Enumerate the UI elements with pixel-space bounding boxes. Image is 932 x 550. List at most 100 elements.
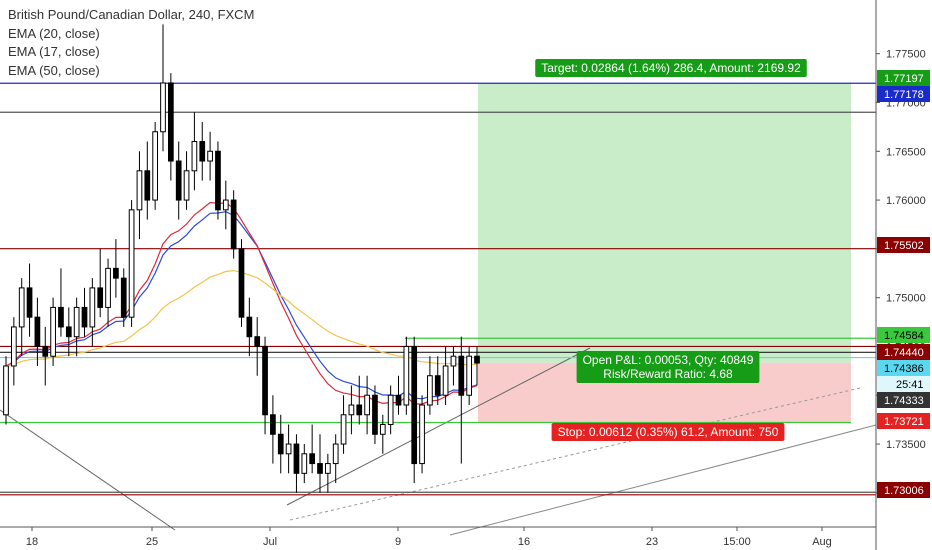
- candle-body: [207, 150, 213, 162]
- candle-body: [340, 414, 347, 445]
- risk-reward-text: Risk/Reward Ratio: 4.68: [603, 367, 733, 381]
- candle-body: [466, 355, 473, 396]
- candle-body: [356, 404, 363, 416]
- candle-body: [3, 365, 9, 416]
- candle-body: [254, 336, 261, 347]
- candle-body: [427, 375, 433, 406]
- candle-body: [199, 141, 206, 162]
- stop-label-text: Stop: 0.00612 (0.35%) 61.2, Amount: 750: [558, 425, 779, 439]
- candle-body: [65, 326, 72, 338]
- stop-label: Stop: 0.00612 (0.35%) 61.2, Amount: 750: [551, 423, 785, 441]
- price-label-bg: [877, 327, 930, 343]
- x-tick-label: 18: [26, 536, 38, 548]
- price-label: 1.74386: [884, 363, 924, 375]
- target-label-text: Target: 0.02864 (1.64%) 286.4, Amount: 2…: [541, 61, 801, 75]
- candle-body: [222, 199, 229, 211]
- countdown-bg: [877, 376, 930, 392]
- candle-body: [450, 355, 457, 367]
- indicator-ema17[interactable]: EMA (17, close): [8, 44, 100, 59]
- candle-body: [128, 209, 135, 318]
- price-label: 1.74584: [884, 330, 924, 342]
- price-label-bg: [877, 70, 930, 86]
- indicator-ema50[interactable]: EMA (50, close): [8, 62, 100, 78]
- candle-body: [144, 170, 151, 201]
- candle-body: [419, 404, 425, 465]
- y-tick-label: 1.73500: [886, 439, 926, 451]
- candle-body: [120, 277, 127, 318]
- trend-line-down: [0, 409, 176, 531]
- pnl-label: Open P&L: 0.00053, Qty: 40849 Risk/Rewar…: [576, 351, 760, 383]
- price-label-bg: [877, 344, 930, 360]
- price-label-bg: [877, 360, 930, 376]
- chart-legend: British Pound/Canadian Dollar, 240, FXCM…: [8, 6, 254, 80]
- x-tick-label: 25: [146, 536, 158, 548]
- price-label: 1.75502: [884, 240, 924, 252]
- candle-body: [50, 306, 56, 357]
- candle-body: [442, 365, 449, 396]
- x-tick-label: 15:00: [723, 536, 751, 548]
- price-label: 1.74333: [884, 395, 924, 407]
- x-tick-label: 9: [395, 536, 401, 548]
- candle-body: [285, 443, 292, 455]
- price-label-bg: [877, 413, 930, 429]
- x-tick-label: 23: [646, 536, 658, 548]
- price-axis-labels: 1.77197 1.77178 1.75502 1.74584 1.74440 1.743…: [877, 70, 930, 498]
- countdown-label: 25:41: [896, 379, 924, 391]
- y-tick-label: 1.77500: [886, 49, 926, 61]
- candle-body: [372, 394, 378, 435]
- candle-body: [379, 424, 386, 435]
- y-tick-label: 1.76000: [886, 195, 926, 207]
- candle-body: [97, 287, 104, 308]
- candle-body: [89, 287, 96, 328]
- trend-line-support: [286, 347, 591, 506]
- price-label: 1.73006: [884, 485, 924, 497]
- candle-body: [246, 316, 253, 338]
- price-label: 1.74440: [884, 347, 924, 359]
- price-label-bg: [877, 482, 930, 498]
- y-tick-label: 1.75000: [886, 293, 926, 305]
- candle-body: [10, 326, 17, 367]
- candles: [3, 24, 480, 493]
- candle-body: [18, 287, 25, 328]
- profit-zone: [478, 83, 851, 363]
- candle-body: [309, 453, 316, 465]
- candle-body: [113, 267, 119, 279]
- candle-body: [160, 82, 166, 133]
- position-zones: [478, 83, 851, 423]
- candle-body: [105, 267, 111, 308]
- candle-body: [277, 433, 284, 455]
- candle-body: [301, 453, 308, 474]
- candle-body: [262, 345, 268, 416]
- candle-body: [136, 170, 143, 211]
- candle-body: [58, 306, 64, 328]
- target-label: Target: 0.02864 (1.64%) 286.4, Amount: 2…: [535, 59, 807, 77]
- candle-body: [191, 141, 198, 172]
- pnl-label-text: Open P&L: 0.00053, Qty: 40849: [583, 353, 754, 367]
- candle-body: [403, 345, 410, 406]
- candle-body: [42, 345, 49, 357]
- candle-body: [73, 306, 80, 338]
- indicator-ema20[interactable]: EMA (20, close): [8, 25, 100, 41]
- x-tick-label: Aug: [812, 536, 832, 548]
- candle-body: [474, 355, 480, 364]
- y-tick-label: 1.76500: [886, 146, 926, 158]
- candle-body: [270, 414, 276, 435]
- candle-body: [230, 199, 237, 250]
- candle-body: [317, 463, 323, 474]
- price-label-bg: [877, 86, 930, 102]
- candle-body: [152, 131, 159, 201]
- candle-body: [293, 443, 300, 474]
- trend-lines: [0, 347, 877, 536]
- candle-body: [215, 150, 221, 211]
- price-label: 1.77178: [884, 89, 924, 101]
- price-label-bg: [877, 237, 930, 253]
- candle-body: [183, 170, 190, 201]
- candle-body: [411, 345, 418, 465]
- candle-body: [395, 394, 402, 406]
- candle-body: [364, 394, 370, 416]
- candle-body: [348, 404, 355, 416]
- position-labels: Target: 0.02864 (1.64%) 286.4, Amount: 2…: [535, 59, 807, 441]
- candle-body: [81, 306, 88, 328]
- x-tick-label: 16: [518, 536, 530, 548]
